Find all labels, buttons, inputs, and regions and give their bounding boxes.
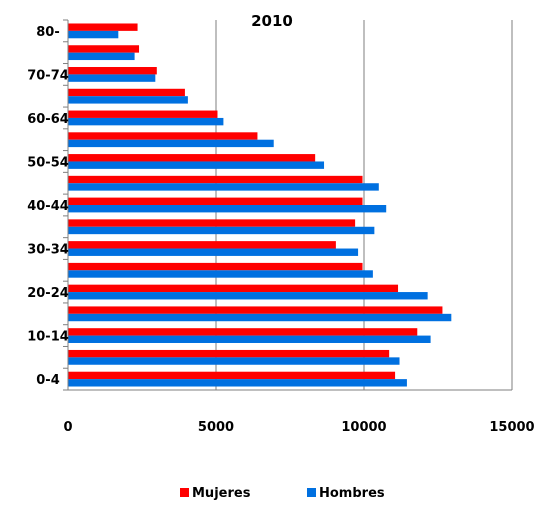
bar-hombres-50-54	[68, 161, 325, 169]
chart-title: 2010	[251, 12, 293, 30]
x-tick-labels: 0 5000 10000 15000	[63, 420, 534, 435]
bar-mujeres-10-14	[68, 328, 418, 336]
bar-mujeres-5-9	[68, 349, 390, 358]
bar-mujeres-15-19	[68, 306, 443, 314]
x-tick-label-0: 0	[63, 420, 72, 435]
bar-mujeres-75-79	[68, 45, 140, 53]
x-tick-label-15000: 15000	[489, 420, 534, 435]
bar-mujeres-60-64	[68, 110, 218, 118]
bar-mujeres-65-69	[68, 88, 185, 97]
bar-hombres-80-	[68, 30, 119, 39]
bar-hombres-65-69	[68, 96, 188, 104]
y-tick-label-70-74: 70-74	[27, 68, 69, 83]
bar-hombres-15-19	[68, 313, 452, 322]
legend: Mujeres Hombres	[180, 486, 385, 501]
bar-hombres-5-9	[68, 357, 400, 365]
y-tick-label-20-24: 20-24	[27, 286, 69, 301]
axes	[63, 19, 512, 391]
bar-hombres-10-14	[68, 335, 431, 343]
bar-mujeres-30-34	[68, 241, 336, 249]
legend-label-hombres: Hombres	[319, 486, 385, 501]
bar-mujeres-50-54	[68, 154, 316, 162]
y-tick-label-80-: 80-	[36, 25, 60, 40]
bar-hombres-40-44	[68, 205, 387, 213]
bar-mujeres-25-29	[68, 262, 363, 271]
bar-hombres-35-39	[68, 226, 375, 235]
x-tick-label-10000: 10000	[341, 420, 386, 435]
bar-hombres-0-4	[68, 379, 407, 387]
bar-hombres-60-64	[68, 117, 224, 126]
y-tick-label-40-44: 40-44	[27, 199, 69, 214]
legend-swatch-hombres	[307, 488, 316, 497]
bar-hombres-30-34	[68, 248, 359, 256]
bar-hombres-20-24	[68, 292, 428, 300]
bars	[68, 23, 452, 387]
bar-hombres-45-49	[68, 183, 379, 191]
y-tick-label-30-34: 30-34	[27, 243, 69, 258]
bar-mujeres-70-74	[68, 67, 157, 75]
bar-hombres-70-74	[68, 74, 156, 82]
bar-hombres-55-59	[68, 139, 274, 148]
bar-mujeres-0-4	[68, 371, 396, 380]
y-tick-label-60-64: 60-64	[27, 112, 69, 127]
y-tick-label-50-54: 50-54	[27, 155, 69, 170]
bar-mujeres-55-59	[68, 132, 258, 140]
bar-mujeres-80-	[68, 23, 138, 31]
bar-mujeres-20-24	[68, 284, 399, 293]
y-tick-labels: 0-4 10-14 20-24 30-34 40-44 50-54 60-64 70-74 80…	[27, 25, 69, 388]
y-tick-label-0-4: 0-4	[36, 373, 60, 388]
legend-swatch-mujeres	[180, 488, 189, 497]
x-tick-label-5000: 5000	[198, 420, 234, 435]
y-tick-label-10-14: 10-14	[27, 330, 69, 345]
bar-mujeres-45-49	[68, 175, 363, 184]
bar-hombres-75-79	[68, 52, 135, 61]
bar-mujeres-35-39	[68, 219, 356, 227]
legend-label-mujeres: Mujeres	[192, 486, 251, 501]
bar-mujeres-40-44	[68, 197, 363, 205]
bar-hombres-25-29	[68, 270, 373, 278]
